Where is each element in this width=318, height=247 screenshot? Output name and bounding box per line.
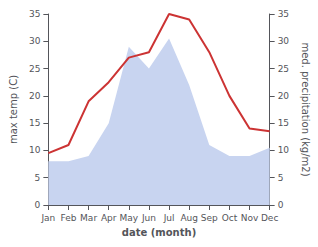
svg-text:max temp (C): max temp (C) bbox=[8, 75, 19, 144]
svg-text:10: 10 bbox=[278, 145, 290, 155]
svg-text:Mar: Mar bbox=[80, 213, 97, 223]
svg-text:Feb: Feb bbox=[61, 213, 77, 223]
svg-text:20: 20 bbox=[278, 91, 290, 101]
svg-text:35: 35 bbox=[29, 9, 40, 19]
svg-text:25: 25 bbox=[278, 64, 289, 74]
svg-text:Apr: Apr bbox=[101, 213, 117, 223]
svg-text:med. precipitation (kg/m2): med. precipitation (kg/m2) bbox=[300, 42, 311, 176]
svg-text:30: 30 bbox=[278, 36, 290, 46]
svg-text:Aug: Aug bbox=[180, 213, 198, 223]
svg-text:35: 35 bbox=[278, 9, 289, 19]
svg-text:0: 0 bbox=[35, 200, 41, 210]
svg-text:Jul: Jul bbox=[163, 213, 175, 223]
svg-text:5: 5 bbox=[35, 173, 41, 183]
svg-text:5: 5 bbox=[278, 173, 284, 183]
svg-text:date (month): date (month) bbox=[122, 227, 196, 238]
svg-text:Jun: Jun bbox=[141, 213, 156, 223]
svg-text:20: 20 bbox=[29, 91, 41, 101]
svg-text:15: 15 bbox=[29, 118, 40, 128]
svg-text:Jan: Jan bbox=[40, 213, 55, 223]
svg-text:Oct: Oct bbox=[222, 213, 238, 223]
svg-text:May: May bbox=[120, 213, 139, 223]
svg-text:Dec: Dec bbox=[261, 213, 278, 223]
svg-text:0: 0 bbox=[278, 200, 284, 210]
svg-text:Nov: Nov bbox=[241, 213, 259, 223]
svg-text:25: 25 bbox=[29, 64, 40, 74]
svg-text:30: 30 bbox=[29, 36, 41, 46]
svg-text:10: 10 bbox=[29, 145, 41, 155]
svg-text:Sep: Sep bbox=[201, 213, 218, 223]
svg-text:15: 15 bbox=[278, 118, 289, 128]
